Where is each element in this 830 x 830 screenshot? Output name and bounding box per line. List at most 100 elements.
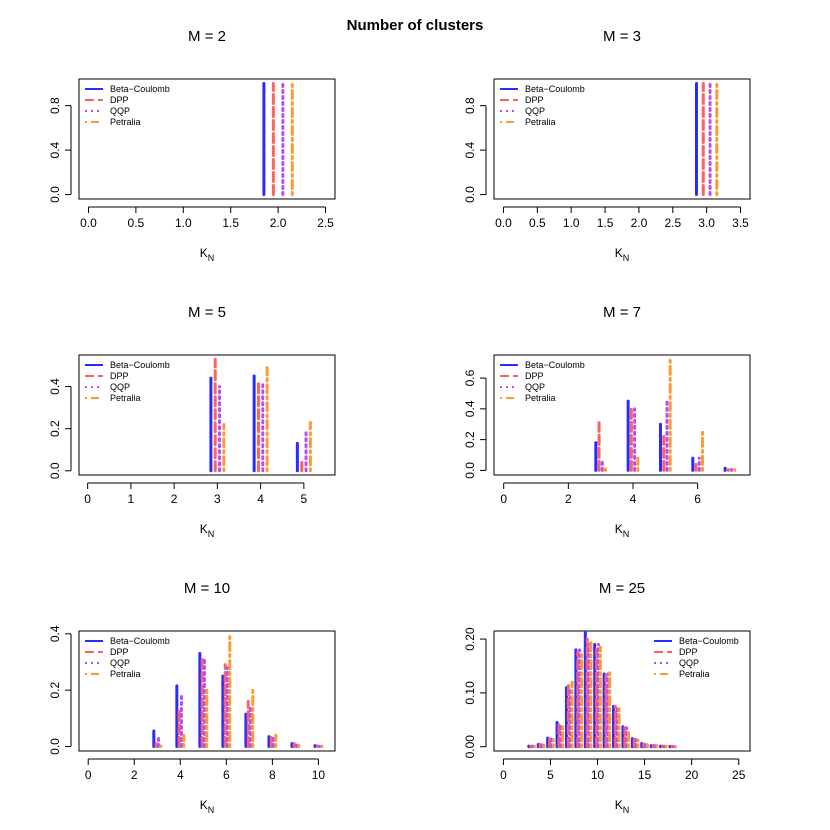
- x-tick-label: 6: [694, 492, 701, 506]
- y-tick-label: 0.20: [463, 627, 477, 651]
- legend-label: Beta−Coulomb: [110, 84, 170, 94]
- x-tick-label: 4: [257, 492, 264, 506]
- x-tick-label: 1.5: [597, 216, 614, 230]
- bar-group: [209, 357, 312, 473]
- legend-label: QQP: [110, 658, 130, 668]
- x-tick-label: 0: [500, 768, 507, 782]
- plot-frame: [493, 630, 751, 752]
- x-tick-label: 0.0: [80, 216, 97, 230]
- legend-label: Beta−Coulomb: [525, 84, 585, 94]
- y-tick-label: 0.8: [48, 97, 62, 114]
- x-tick-label: 0: [500, 492, 507, 506]
- x-tick-label: 0.5: [128, 216, 145, 230]
- y-tick-label: 0.8: [463, 97, 477, 114]
- x-tick-label: 2.5: [317, 216, 334, 230]
- legend-label: QQP: [110, 382, 130, 392]
- x-tick-label: 1: [128, 492, 135, 506]
- bar-group: [262, 81, 294, 197]
- x-tick-label: 10: [591, 768, 605, 782]
- x-tick-label: 5: [301, 492, 308, 506]
- x-tick-label: 5: [547, 768, 554, 782]
- y-tick-label: 0.0: [48, 738, 62, 755]
- x-tick-label: 1.0: [175, 216, 192, 230]
- x-tick-label: 2: [131, 768, 138, 782]
- legend-label: Beta−Coulomb: [110, 360, 170, 370]
- figure-title: Number of clusters: [347, 17, 484, 34]
- x-tick-label: 2.0: [270, 216, 287, 230]
- legend-label: Petralia: [110, 669, 141, 679]
- x-tick-label: 25: [732, 768, 746, 782]
- x-axis-label: KN: [615, 246, 630, 263]
- legend-label: Petralia: [110, 393, 141, 403]
- legend-label: DPP: [525, 371, 544, 381]
- panel-title: M = 10: [184, 580, 230, 597]
- legend-label: QQP: [525, 106, 545, 116]
- panel-1: M = 2 0.0 0.5 1.0 1.5 2.0 2.5 0.0 0.4 0.8 KN Beta−C…: [48, 28, 336, 263]
- x-tick-label: 3: [214, 492, 221, 506]
- x-axis-label: KN: [615, 522, 630, 539]
- legend-label: DPP: [679, 647, 698, 657]
- x-tick-label: 20: [685, 768, 699, 782]
- legend-label: QQP: [110, 106, 130, 116]
- x-axis-label-sub: N: [623, 529, 630, 539]
- legend-label: DPP: [525, 95, 544, 105]
- y-tick-label: 0.4: [48, 625, 62, 642]
- x-axis-label-sub: N: [623, 253, 630, 263]
- bar-group: [594, 358, 737, 472]
- legend-label: Petralia: [525, 393, 556, 403]
- x-tick-label: 4: [630, 492, 637, 506]
- legend-label: Petralia: [525, 117, 556, 127]
- plot-frame: [78, 78, 336, 200]
- y-tick-label: 0.4: [48, 378, 62, 395]
- panel-title: M = 2: [188, 28, 226, 45]
- panel-6: M = 25 0 5 10 15 20 25 0.00 0.10 0.20 KN Beta−Coulo…: [463, 580, 751, 815]
- y-tick-label: 0.0: [463, 462, 477, 479]
- legend-label: DPP: [110, 647, 129, 657]
- x-tick-label: 0.0: [495, 216, 512, 230]
- panel-2: M = 3 0.0 0.5 1.0 1.5 2.0 2.5 3.0 3.5 0.0 0.4 0.8 KN…: [463, 28, 751, 263]
- panel-title: M = 3: [603, 28, 641, 45]
- y-tick-label: 0.2: [48, 420, 62, 437]
- y-tick-label: 0.2: [48, 681, 62, 698]
- y-tick-label: 0.4: [463, 141, 477, 158]
- y-tick-label: 0.0: [48, 462, 62, 479]
- y-tick-label: 0.0: [463, 186, 477, 203]
- y-tick-label: 0.4: [48, 141, 62, 158]
- plot-frame: [78, 630, 336, 752]
- x-tick-label: 2: [171, 492, 178, 506]
- legend-label: Petralia: [110, 117, 141, 127]
- plot-frame: [78, 354, 336, 476]
- panel-title: M = 25: [599, 580, 645, 597]
- x-tick-label: 1.0: [563, 216, 580, 230]
- x-tick-label: 2: [565, 492, 572, 506]
- x-tick-label: 3.0: [698, 216, 715, 230]
- legend-label: Beta−Coulomb: [679, 636, 739, 646]
- x-tick-label: 1.5: [222, 216, 239, 230]
- legend-label: DPP: [110, 371, 129, 381]
- y-tick-label: 0.0: [48, 186, 62, 203]
- bar-group: [152, 635, 324, 748]
- y-tick-label: 0.6: [463, 369, 477, 386]
- bar-group: [694, 81, 719, 197]
- x-tick-label: 0: [85, 768, 92, 782]
- legend-label: QQP: [679, 658, 699, 668]
- legend-label: Petralia: [679, 669, 710, 679]
- x-axis-label: KN: [200, 522, 215, 539]
- x-tick-label: 15: [638, 768, 652, 782]
- x-axis-label: KN: [200, 798, 215, 815]
- y-tick-label: 0.2: [463, 431, 477, 448]
- x-axis-label: KN: [200, 246, 215, 263]
- panel-title: M = 5: [188, 304, 226, 321]
- x-axis-label-sub: N: [208, 805, 215, 815]
- legend-label: Beta−Coulomb: [525, 360, 585, 370]
- legend-label: Beta−Coulomb: [110, 636, 170, 646]
- panel-5: M = 10 0 2 4 6 8 10 0.0 0.2 0.4 KN Beta−CoulombDPPQ…: [48, 580, 336, 815]
- y-tick-label: 0.00: [463, 735, 477, 759]
- x-tick-label: 6: [223, 768, 230, 782]
